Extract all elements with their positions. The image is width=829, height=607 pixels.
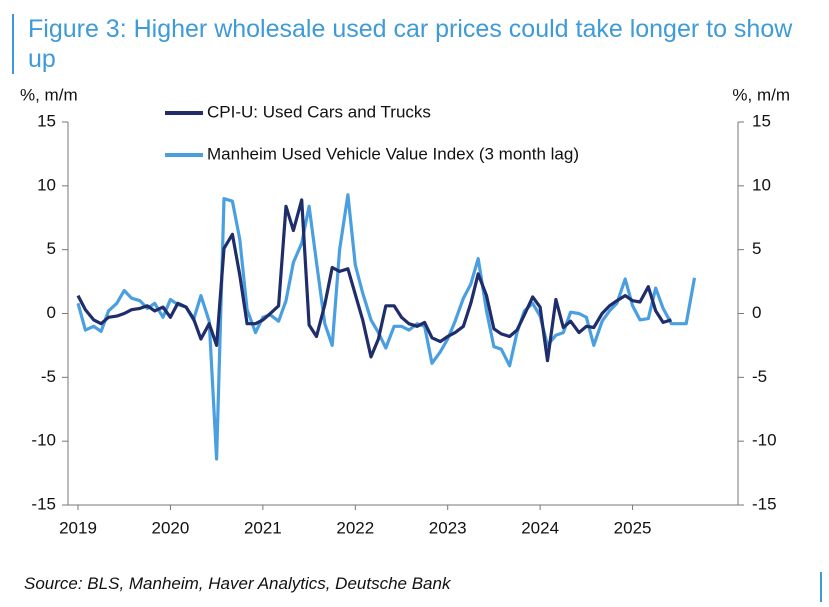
y2-tick-label: -15 xyxy=(752,494,777,513)
y-tick-label: 5 xyxy=(47,239,56,258)
x-tick-label: 2025 xyxy=(614,518,652,537)
decor-bar xyxy=(820,572,822,602)
y2-tick-label: 10 xyxy=(752,175,771,194)
y-tick-label: 15 xyxy=(37,111,56,130)
x-tick-label: 2020 xyxy=(152,518,190,537)
y-tick-label: 0 xyxy=(47,303,56,322)
y-axis-label: %, m/m xyxy=(20,85,78,104)
x-tick-label: 2023 xyxy=(429,518,467,537)
chart-title: Figure 3: Higher wholesale used car pric… xyxy=(12,14,818,74)
source-note: Source: BLS, Manheim, Haver Analytics, D… xyxy=(24,574,451,593)
y2-tick-label: -10 xyxy=(752,431,777,450)
y2-tick-label: 15 xyxy=(752,111,771,130)
x-tick-label: 2019 xyxy=(59,518,97,537)
x-tick-label: 2021 xyxy=(244,518,282,537)
y-tick-label: -10 xyxy=(31,431,56,450)
y2-tick-label: 5 xyxy=(752,239,761,258)
legend-label: CPI-U: Used Cars and Trucks xyxy=(207,102,431,121)
series-line xyxy=(76,193,697,461)
series-line xyxy=(76,198,672,363)
x-tick-label: 2024 xyxy=(521,518,559,537)
y-tick-label: 10 xyxy=(37,175,56,194)
y2-tick-label: 0 xyxy=(752,303,761,322)
y2-axis-label: %, m/m xyxy=(732,85,790,104)
y2-tick-label: -5 xyxy=(752,367,767,386)
legend-label: Manheim Used Vehicle Value Index (3 mont… xyxy=(207,144,579,163)
y-tick-label: -5 xyxy=(41,367,56,386)
x-tick-label: 2022 xyxy=(336,518,374,537)
y-tick-label: -15 xyxy=(31,494,56,513)
